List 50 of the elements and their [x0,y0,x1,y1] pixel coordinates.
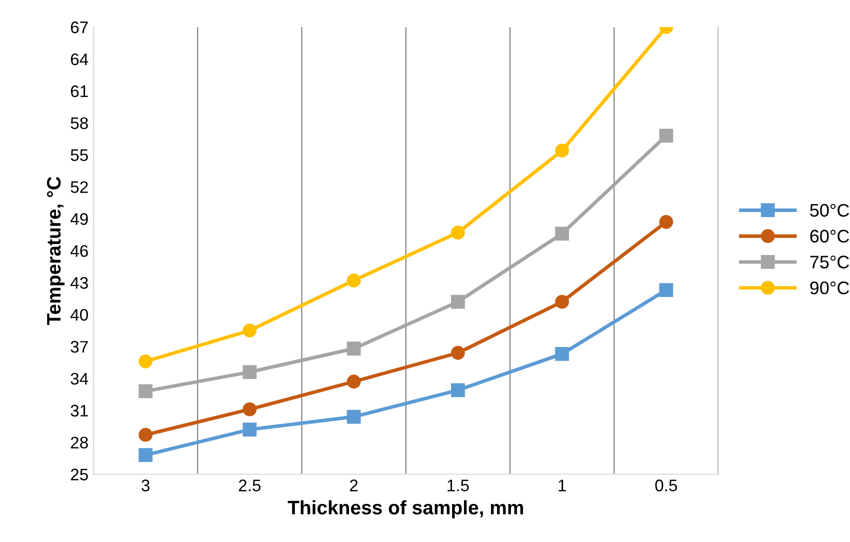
x-axis-title: Thickness of sample, mm [288,500,524,518]
x-tick-label: 2.5 [238,480,261,492]
point [450,294,465,309]
y-tick-label: 46 [70,245,88,257]
point [138,384,153,398]
y-tick-label: 58 [70,117,88,130]
point [555,144,570,158]
point [450,346,465,360]
x-tick-label: 0.5 [655,480,678,492]
point [138,354,153,368]
point [555,294,570,309]
x-tick-label: 1 [558,480,566,492]
y-tick-label: 61 [70,85,88,98]
point [138,448,153,462]
y-tick-label: 25 [70,468,88,480]
y-axis-title: Temperature, °C [46,176,65,325]
y-tick-label: 31 [70,404,88,417]
point [659,283,674,298]
legend-label: 90°C [810,282,850,294]
point [346,342,361,356]
x-tick-label: 1.5 [448,480,469,492]
y-tick-label: 55 [70,149,88,162]
y-tick-label: 40 [70,308,88,321]
y-tick-label: 52 [70,181,88,193]
point [242,402,257,416]
point [555,347,570,361]
y-tick-label: 34 [70,372,88,385]
x-tick-label: 2 [350,480,358,492]
y-tick-label: 43 [70,277,88,289]
point [555,226,570,241]
point [450,383,465,398]
y-tick-label: 28 [70,436,88,449]
y-tick-label: 37 [70,340,88,353]
point [346,374,361,389]
y-tick-label: 67 [70,22,88,34]
point [242,365,257,379]
legend-label: 50°C [810,204,850,217]
point [346,274,361,288]
point [138,428,153,442]
legend-label: 75°C [810,256,850,268]
point [242,324,257,338]
point [450,226,465,240]
point [659,214,674,229]
y-tick-label: 49 [70,213,88,225]
y-tick-label: 64 [70,53,88,66]
point [659,128,674,143]
x-tick-label: 3 [142,480,150,492]
point [242,422,257,436]
point [346,410,361,424]
legend-label: 60°C [810,230,850,243]
